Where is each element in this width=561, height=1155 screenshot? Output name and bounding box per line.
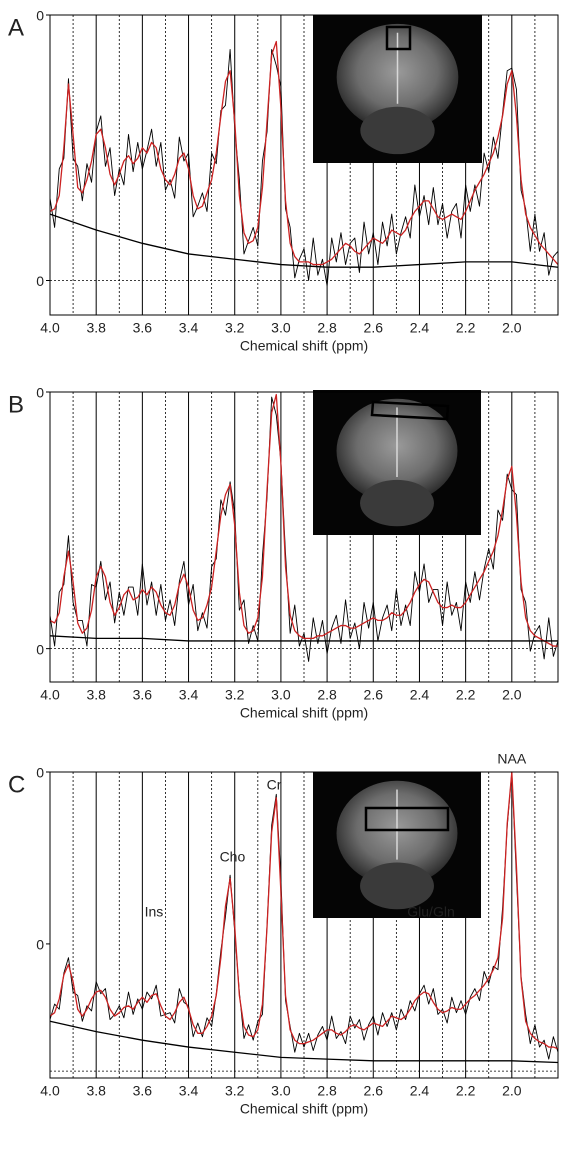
- x-tick-label: 4.0: [40, 687, 60, 703]
- annotation: Glu/Gln: [407, 904, 454, 920]
- panel: 4.0 3.8 3.6 3.4 3.2 3.0 2.8 2.6 2.4 2.2 2.0 0 0 Chemi…: [8, 385, 559, 721]
- x-tick-label: 3.4: [179, 687, 199, 703]
- x-tick-label: 4.0: [40, 320, 60, 336]
- x-tick-label: 2.6: [364, 687, 384, 703]
- x-tick-label: 2.4: [410, 1083, 430, 1099]
- y-tick-label: 0: [36, 937, 44, 953]
- fit-line: [49, 40, 559, 266]
- x-tick-label: 2.0: [502, 687, 522, 703]
- x-tick-label: 2.8: [317, 687, 337, 703]
- x-tick-label: 3.6: [133, 687, 153, 703]
- x-tick-label: 3.2: [225, 687, 245, 703]
- y-tick-label: 0: [36, 273, 44, 289]
- mri-roi: [385, 25, 412, 51]
- x-tick-label: 2.8: [317, 1083, 337, 1099]
- raw-spectrum: [49, 771, 559, 1060]
- x-tick-label: 3.8: [86, 1083, 106, 1099]
- mri-brain-lower: [360, 862, 434, 910]
- x-tick-label: 2.6: [364, 1083, 384, 1099]
- mri-roi: [364, 806, 450, 832]
- mri-brain-lower: [360, 106, 435, 155]
- x-tick-label: 2.0: [502, 1083, 522, 1099]
- x-tick-label: 2.2: [456, 1083, 476, 1099]
- annotation: Ins: [145, 904, 164, 920]
- x-tick-label: 3.0: [271, 687, 291, 703]
- x-tick-label: 3.2: [225, 1083, 245, 1099]
- y-tick-label: 0: [36, 765, 44, 781]
- x-tick-label: 4.0: [40, 1083, 60, 1099]
- x-tick-label: 2.0: [502, 320, 522, 336]
- x-tick-label: 2.2: [456, 687, 476, 703]
- x-tick-label: 2.6: [364, 320, 384, 336]
- plot-frame: [49, 391, 559, 683]
- annotation: Cr: [267, 776, 282, 792]
- x-tick-label: 2.4: [410, 687, 430, 703]
- x-tick-label: 3.0: [271, 1083, 291, 1099]
- annotation: Cho: [220, 849, 246, 865]
- annotation: NAA: [497, 751, 526, 767]
- x-tick-label: 3.2: [225, 320, 245, 336]
- x-axis-label: Chemical shift (ppm): [240, 338, 368, 354]
- x-axis-label: Chemical shift (ppm): [240, 1101, 368, 1117]
- mri-roi: [370, 400, 450, 421]
- x-tick-label: 3.0: [271, 320, 291, 336]
- plot-frame: [49, 771, 559, 1079]
- x-tick-label: 3.8: [86, 320, 106, 336]
- baseline: [49, 1020, 559, 1064]
- panel-letter: A: [8, 14, 24, 41]
- x-tick-label: 3.4: [179, 1083, 199, 1099]
- x-tick-label: 3.8: [86, 687, 106, 703]
- plot-frame: [49, 14, 559, 316]
- baseline: [49, 635, 558, 642]
- baseline: [49, 213, 559, 268]
- fit-line: [49, 771, 559, 1050]
- x-tick-label: 2.4: [410, 320, 430, 336]
- fit-line: [49, 393, 558, 647]
- raw-spectrum: [49, 396, 559, 662]
- x-tick-label: 2.2: [456, 320, 476, 336]
- panel-letter: C: [8, 771, 25, 798]
- x-axis-label: Chemical shift (ppm): [240, 705, 368, 721]
- panel: 4.0 3.8 3.6 3.4 3.2 3.0 2.8 2.6 2.4 2.2 2.0 0 0 Chemi…: [8, 751, 559, 1117]
- panel: 4.0 3.8 3.6 3.4 3.2 3.0 2.8 2.6 2.4 2.2 2.0 0 0 Chemi…: [8, 8, 559, 354]
- y-tick-label: 0: [36, 641, 44, 657]
- x-tick-label: 3.6: [133, 1083, 153, 1099]
- x-tick-label: 3.6: [133, 320, 153, 336]
- x-tick-label: 2.8: [317, 320, 337, 336]
- y-tick-label: 0: [36, 8, 44, 24]
- y-tick-label: 0: [36, 385, 44, 401]
- panel-letter: B: [8, 391, 24, 418]
- x-tick-label: 3.4: [179, 320, 199, 336]
- mri-brain-lower: [360, 479, 434, 527]
